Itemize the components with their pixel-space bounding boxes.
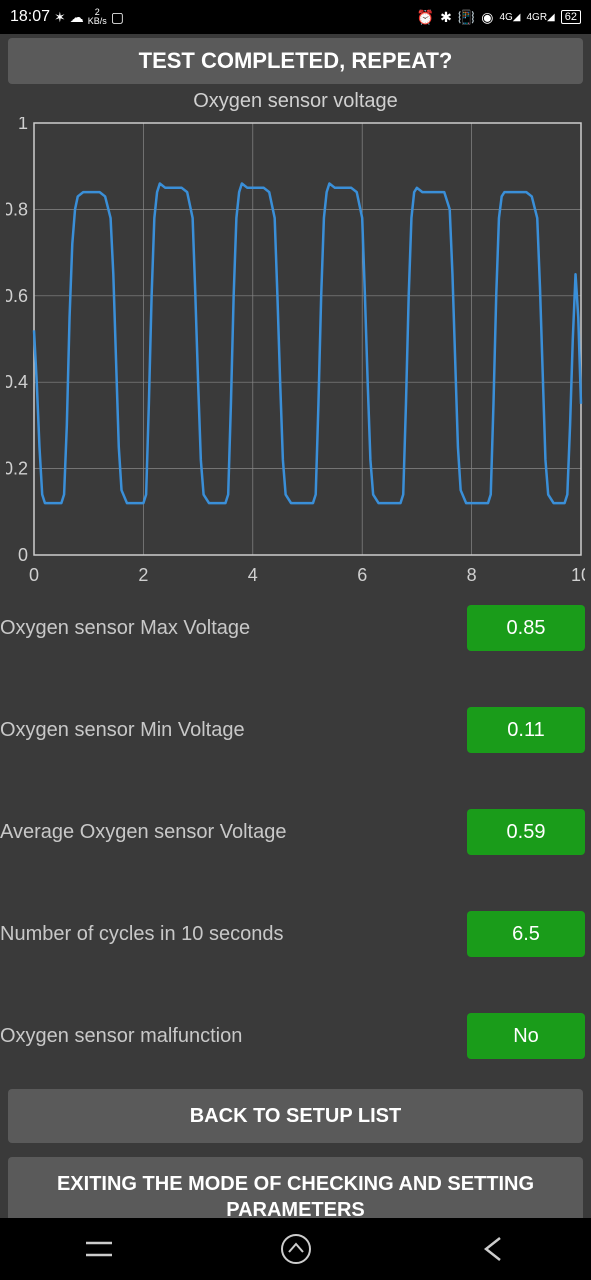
metric-value: 0.59 (467, 809, 585, 855)
image-icon: ▢ (111, 9, 124, 26)
bluetooth-icon: ✱ (440, 9, 452, 26)
metric-row: Oxygen sensor Max Voltage 0.85 (0, 605, 591, 651)
metric-value: No (467, 1013, 585, 1059)
svg-text:0: 0 (29, 565, 39, 585)
nav-back-icon[interactable] (475, 1231, 511, 1267)
cloud-icon: ☁ (70, 9, 84, 26)
metric-row: Number of cycles in 10 seconds 6.5 (0, 911, 591, 957)
metric-label: Oxygen sensor malfunction (0, 1025, 242, 1048)
svg-text:0.4: 0.4 (6, 372, 28, 392)
metric-row: Average Oxygen sensor Voltage 0.59 (0, 809, 591, 855)
svg-text:0.2: 0.2 (6, 459, 28, 479)
chart-container: 0 2 4 6 8 10 0 0.2 0.4 0.6 0.8 1 (6, 117, 585, 587)
metric-row: Oxygen sensor Min Voltage 0.11 (0, 707, 591, 753)
svg-text:0.8: 0.8 (6, 199, 28, 219)
svg-text:4: 4 (248, 565, 258, 585)
metric-label: Average Oxygen sensor Voltage (0, 821, 286, 844)
nav-bar (0, 1218, 591, 1280)
status-left: 18:07 ✶ ☁ 2 KB/s ▢ (10, 8, 124, 26)
metric-label: Oxygen sensor Max Voltage (0, 617, 250, 640)
status-bar: 18:07 ✶ ☁ 2 KB/s ▢ ⏰ ✱ 📳 ◉ 4G◢ 4GR◢ 62 (0, 0, 591, 34)
status-kbs-unit: KB/s (88, 17, 107, 26)
svg-text:6: 6 (357, 565, 367, 585)
chart-title: Oxygen sensor voltage (0, 90, 591, 113)
battery-level: 62 (561, 10, 581, 24)
metric-value: 0.85 (467, 605, 585, 651)
svg-text:0: 0 (18, 545, 28, 565)
nav-recent-icon[interactable] (81, 1231, 117, 1267)
svg-text:10: 10 (571, 565, 585, 585)
spark-icon: ✶ (54, 9, 66, 26)
svg-text:1: 1 (18, 117, 28, 133)
status-right: ⏰ ✱ 📳 ◉ 4G◢ 4GR◢ 62 (417, 9, 581, 26)
metric-row: Oxygen sensor malfunction No (0, 1013, 591, 1059)
back-to-setup-button[interactable]: BACK TO SETUP LIST (8, 1089, 583, 1143)
nav-home-icon[interactable] (278, 1231, 314, 1267)
svg-text:8: 8 (467, 565, 477, 585)
alarm-icon: ⏰ (417, 9, 434, 26)
metric-value: 0.11 (467, 707, 585, 753)
metrics-list: Oxygen sensor Max Voltage0.85Oxygen sens… (0, 605, 591, 1059)
svg-text:2: 2 (138, 565, 148, 585)
signal-4g-icon: 4G◢ (499, 12, 520, 23)
signal-4gr-icon: 4GR◢ (526, 12, 554, 23)
metric-value: 6.5 (467, 911, 585, 957)
status-time: 18:07 (10, 8, 50, 26)
metric-label: Number of cycles in 10 seconds (0, 923, 283, 946)
repeat-test-button[interactable]: TEST COMPLETED, REPEAT? (8, 38, 583, 84)
vibrate-icon: 📳 (458, 9, 475, 26)
wifi-icon: ◉ (481, 9, 493, 26)
metric-label: Oxygen sensor Min Voltage (0, 719, 245, 742)
voltage-chart: 0 2 4 6 8 10 0 0.2 0.4 0.6 0.8 1 (6, 117, 585, 587)
svg-text:0.6: 0.6 (6, 286, 28, 306)
